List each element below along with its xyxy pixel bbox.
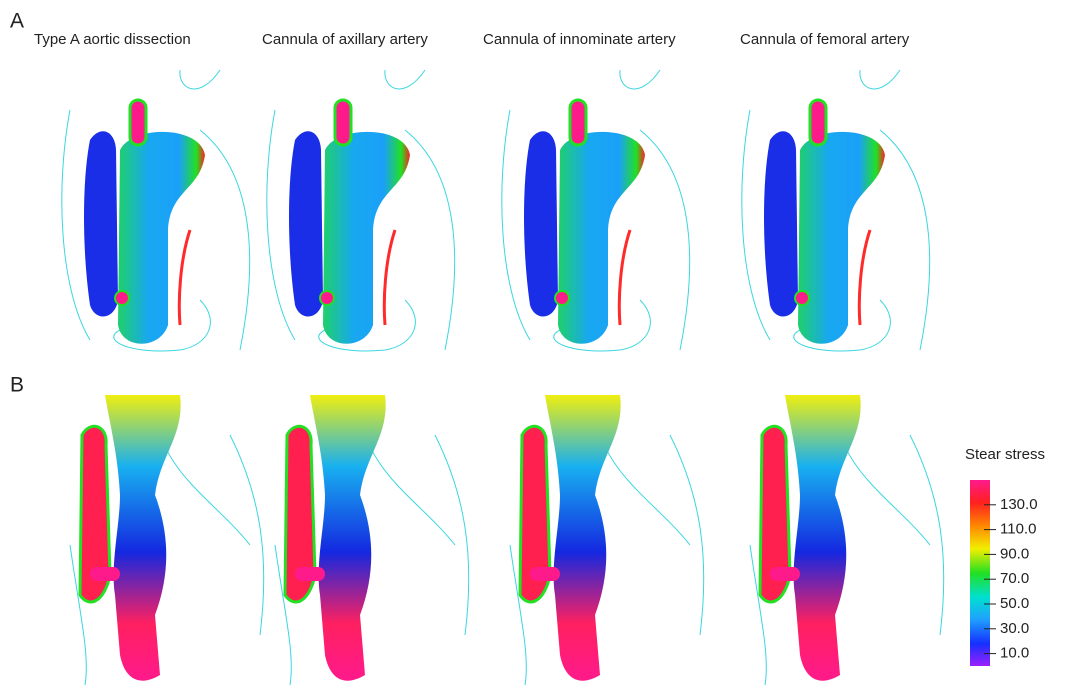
colorbar-tick-label: 30.0 — [1000, 620, 1029, 637]
vessel-outline — [266, 69, 456, 352]
aorta-render-a — [61, 69, 251, 352]
branch — [333, 98, 353, 147]
false-lumen — [524, 131, 558, 317]
colorbar — [970, 480, 990, 666]
stress-band — [857, 229, 872, 326]
panel-label: B — [10, 374, 24, 397]
vessel-outline — [61, 69, 251, 352]
colorbar-tick-label: 10.0 — [1000, 645, 1029, 662]
entry-tear — [90, 567, 120, 581]
branch — [128, 98, 148, 147]
aorta-render-a — [741, 69, 931, 352]
vessel-outline — [501, 69, 691, 352]
entry-tear — [554, 290, 570, 306]
colorbar-tick-label: 90.0 — [1000, 545, 1029, 562]
true-lumen — [323, 131, 410, 344]
entry-tear — [794, 290, 810, 306]
stress-band — [617, 229, 632, 326]
false-lumen — [289, 131, 323, 317]
false-lumen — [84, 131, 118, 317]
entry-tear — [295, 567, 325, 581]
colorbar-tick-label: 50.0 — [1000, 595, 1029, 612]
entry-tear — [770, 567, 800, 581]
colorbar-tick-label: 110.0 — [1000, 521, 1036, 538]
true-lumen — [798, 131, 885, 344]
branch — [568, 98, 588, 147]
panel-label: A — [10, 10, 24, 33]
column-title: Cannula of axillary artery — [262, 31, 428, 48]
column-title: Cannula of femoral artery — [740, 31, 910, 48]
true-lumen — [785, 395, 861, 681]
entry-tear — [530, 567, 560, 581]
aorta-render-b — [69, 394, 265, 686]
vessel-outline — [741, 69, 931, 352]
colorbar-title: Stear stress — [965, 446, 1045, 463]
colorbar-tick-label: 70.0 — [1000, 570, 1029, 587]
aorta-render-b — [749, 394, 945, 686]
stress-band — [177, 229, 192, 326]
branch — [808, 98, 828, 147]
false-lumen — [764, 131, 798, 317]
entry-tear — [319, 290, 335, 306]
aorta-render-a — [501, 69, 691, 352]
stress-band — [382, 229, 397, 326]
aorta-render-b — [509, 394, 705, 686]
column-title: Cannula of innominate artery — [483, 31, 676, 48]
column-title: Type A aortic dissection — [34, 31, 191, 48]
entry-tear — [114, 290, 130, 306]
true-lumen — [310, 395, 386, 681]
true-lumen — [118, 131, 205, 344]
aorta-render-a — [266, 69, 456, 352]
true-lumen — [105, 395, 181, 681]
true-lumen — [545, 395, 621, 681]
colorbar-tick-label: 130.0 — [1000, 496, 1038, 513]
true-lumen — [558, 131, 645, 344]
aorta-render-b — [274, 394, 470, 686]
